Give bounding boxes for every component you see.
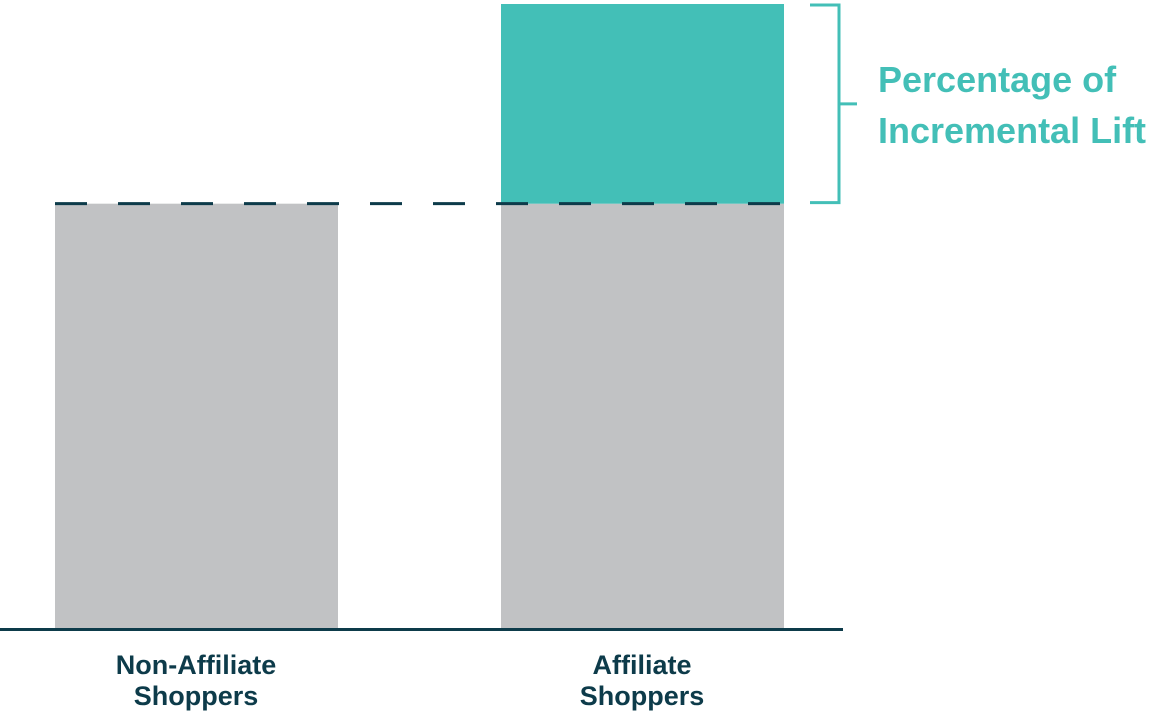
bar-affiliate-lift-segment — [501, 4, 784, 204]
category-label-affiliate-line-1: Affiliate — [592, 650, 691, 680]
incremental-lift-bracket — [810, 3, 857, 205]
category-label-non-affiliate-line-2: Shoppers — [134, 681, 259, 711]
category-label-non-affiliate-line-1: Non-Affiliate — [116, 650, 276, 680]
annotation-label-line-2: Incremental Lift — [878, 110, 1146, 151]
bars-group — [55, 4, 784, 628]
bar-affiliate-base-segment — [501, 203, 784, 628]
annotation-label-line-1: Percentage of — [878, 59, 1117, 100]
category-label-affiliate-line-2: Shoppers — [580, 681, 705, 711]
bar-non-affiliate-base-segment — [55, 203, 338, 628]
